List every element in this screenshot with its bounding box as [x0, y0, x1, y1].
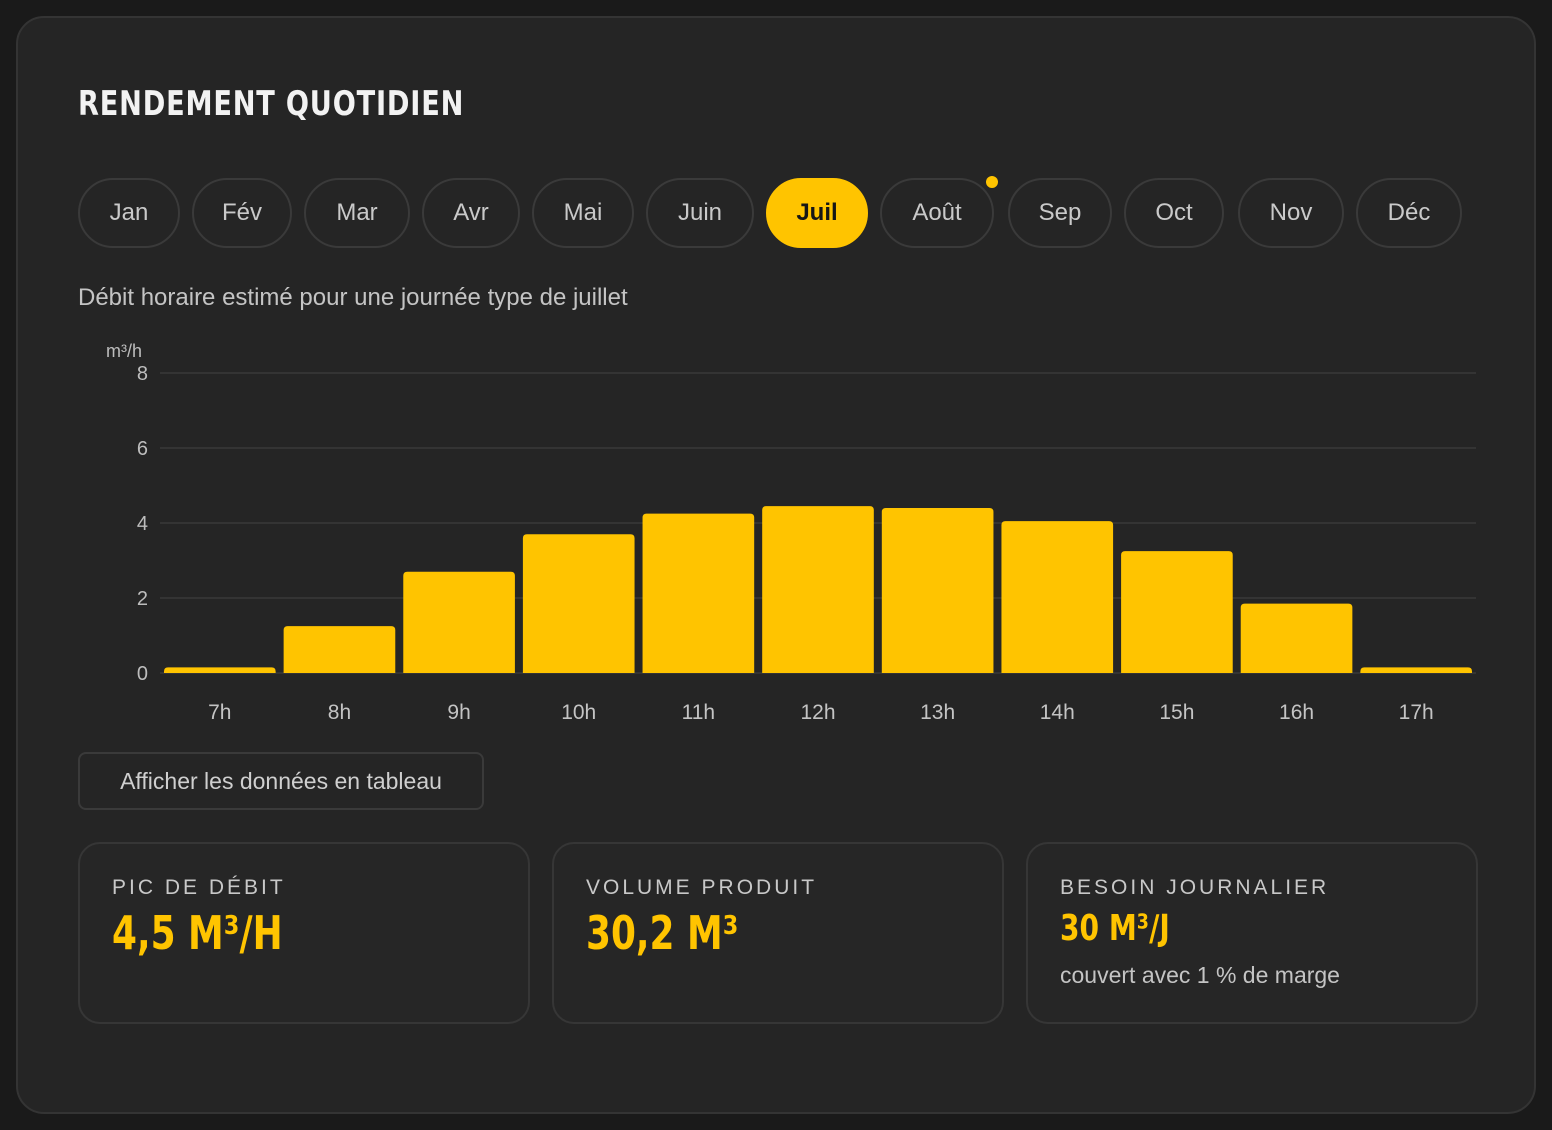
tab-month-may[interactable]: Mai — [532, 178, 634, 248]
chart-bar — [881, 508, 994, 673]
x-tick-label: 14h — [1040, 701, 1075, 724]
chart-bar — [1121, 551, 1233, 673]
chart-bar — [1240, 603, 1353, 673]
chart-bar — [642, 513, 755, 673]
tab-month-aug[interactable]: Août — [880, 178, 994, 248]
y-tick-label: 8 — [137, 363, 148, 385]
x-tick-label: 16h — [1279, 701, 1314, 724]
stat-value-volume: 30,2 M³ — [586, 906, 739, 960]
x-tick-label: 8h — [328, 701, 351, 724]
stat-label-volume: VOLUME PRODUIT — [586, 876, 818, 899]
chart-bar — [1360, 667, 1472, 673]
chart-bar — [164, 667, 276, 673]
stat-card-peak-flow: PIC DE DÉBIT 4,5 M³/H — [78, 842, 530, 1024]
x-tick-label: 15h — [1159, 701, 1194, 724]
tab-month-jun[interactable]: Juin — [646, 178, 754, 248]
chart-bar — [1001, 521, 1114, 673]
y-axis-unit-label: m³/h — [106, 341, 142, 361]
x-tick-label: 17h — [1399, 701, 1434, 724]
chart-bar — [283, 626, 396, 673]
chart-bar — [403, 571, 515, 673]
x-tick-label: 9h — [447, 701, 470, 724]
stat-label-need: BESOIN JOURNALIER — [1060, 876, 1330, 899]
card-title: RENDEMENT QUOTIDIEN — [78, 84, 465, 124]
show-data-table-button[interactable]: Afficher les données en tableau — [78, 752, 484, 810]
chart-bar — [522, 534, 635, 673]
x-tick-label: 7h — [208, 701, 231, 724]
stat-card-daily-need: BESOIN JOURNALIER 30 M³/J couvert avec 1… — [1026, 842, 1478, 1024]
stat-label-peak: PIC DE DÉBIT — [112, 876, 286, 899]
y-tick-label: 6 — [137, 438, 148, 460]
daily-yield-card: RENDEMENT QUOTIDIEN Jan Fév Mar Avr Mai … — [16, 16, 1536, 1114]
tab-month-jul[interactable]: Juil — [766, 178, 868, 248]
new-data-indicator-dot — [986, 176, 998, 188]
y-tick-label: 2 — [137, 588, 148, 610]
stat-value-peak: 4,5 M³/H — [112, 906, 283, 960]
chart-bar — [762, 506, 874, 673]
y-tick-label: 4 — [137, 513, 148, 535]
tab-month-dec[interactable]: Déc — [1356, 178, 1462, 248]
y-tick-label: 0 — [137, 663, 148, 685]
tab-month-mar[interactable]: Mar — [304, 178, 410, 248]
x-tick-label: 11h — [682, 701, 715, 724]
stat-value-need: 30 M³/J — [1060, 908, 1170, 949]
x-tick-label: 12h — [800, 701, 835, 724]
stat-note-need: couvert avec 1 % de marge — [1060, 962, 1340, 988]
tab-month-apr[interactable]: Avr — [422, 178, 520, 248]
tab-month-sep[interactable]: Sep — [1008, 178, 1112, 248]
tab-month-feb[interactable]: Fév — [192, 178, 292, 248]
stat-card-volume: VOLUME PRODUIT 30,2 M³ — [552, 842, 1004, 1024]
tab-month-nov[interactable]: Nov — [1238, 178, 1344, 248]
tab-month-oct[interactable]: Oct — [1124, 178, 1224, 248]
chart-subtitle: Débit horaire estimé pour une journée ty… — [78, 284, 628, 311]
x-tick-label: 13h — [920, 701, 955, 724]
x-tick-label: 10h — [561, 701, 596, 724]
hourly-flow-bar-chart: m³/h 0 2 4 6 8 7h 8h 9h 10h 11h 12h 13h 14h 15h 16h 17h — [106, 341, 1476, 724]
tab-month-jan[interactable]: Jan — [78, 178, 180, 248]
